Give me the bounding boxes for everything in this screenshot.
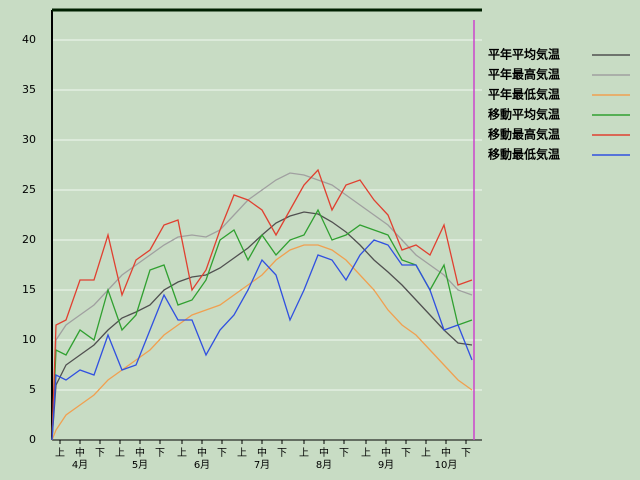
x-tick-label: 上 xyxy=(237,447,247,459)
x-tick-label: 下 xyxy=(155,448,165,459)
y-tick-label: 15 xyxy=(22,283,36,296)
month-label: 9月 xyxy=(378,459,394,471)
x-tick-label: 上 xyxy=(55,447,65,459)
month-label: 6月 xyxy=(194,459,210,471)
series-line xyxy=(51,239,473,441)
y-tick-label: 0 xyxy=(29,433,36,446)
x-tick-label: 中 xyxy=(135,446,145,459)
legend-label: 移動平均気温 xyxy=(488,107,560,122)
series-line xyxy=(51,208,473,441)
month-label: 10月 xyxy=(435,459,458,471)
legend-label: 平年最低気温 xyxy=(488,87,560,102)
x-tick-label: 上 xyxy=(299,447,309,459)
y-tick-label: 5 xyxy=(29,383,36,396)
x-tick-label: 中 xyxy=(197,446,207,459)
series-line xyxy=(51,211,473,441)
y-tick-label: 20 xyxy=(22,233,36,246)
x-tick-label: 下 xyxy=(401,448,411,459)
legend-label: 平年平均気温 xyxy=(488,47,560,62)
x-tick-label: 上 xyxy=(361,447,371,459)
x-tick-label: 下 xyxy=(461,448,471,459)
x-tick-label: 上 xyxy=(115,447,125,459)
x-tick-label: 中 xyxy=(441,446,451,459)
month-label: 4月 xyxy=(72,459,88,471)
series-line xyxy=(51,172,473,441)
x-tick-label: 下 xyxy=(217,448,227,459)
y-tick-label: 35 xyxy=(22,83,36,96)
y-tick-label: 25 xyxy=(22,183,36,196)
x-tick-label: 下 xyxy=(339,448,349,459)
x-tick-label: 下 xyxy=(277,448,287,459)
y-tick-label: 40 xyxy=(22,33,36,46)
legend-label: 平年最高気温 xyxy=(488,67,560,82)
legend-label: 移動最低気温 xyxy=(488,147,560,162)
x-tick-label: 上 xyxy=(421,447,431,459)
y-tick-label: 10 xyxy=(22,333,36,346)
x-tick-label: 中 xyxy=(75,446,85,459)
x-tick-label: 中 xyxy=(257,446,267,459)
month-label: 8月 xyxy=(316,459,332,471)
series-line xyxy=(51,168,473,441)
y-tick-label: 30 xyxy=(22,133,36,146)
x-tick-label: 中 xyxy=(381,446,391,459)
x-tick-label: 中 xyxy=(319,446,329,459)
month-label: 5月 xyxy=(132,459,148,471)
series-line xyxy=(51,244,473,441)
x-tick-label: 上 xyxy=(177,447,187,459)
legend-label: 移動最高気温 xyxy=(488,127,560,142)
month-label: 7月 xyxy=(254,459,270,471)
x-tick-label: 下 xyxy=(95,448,105,459)
